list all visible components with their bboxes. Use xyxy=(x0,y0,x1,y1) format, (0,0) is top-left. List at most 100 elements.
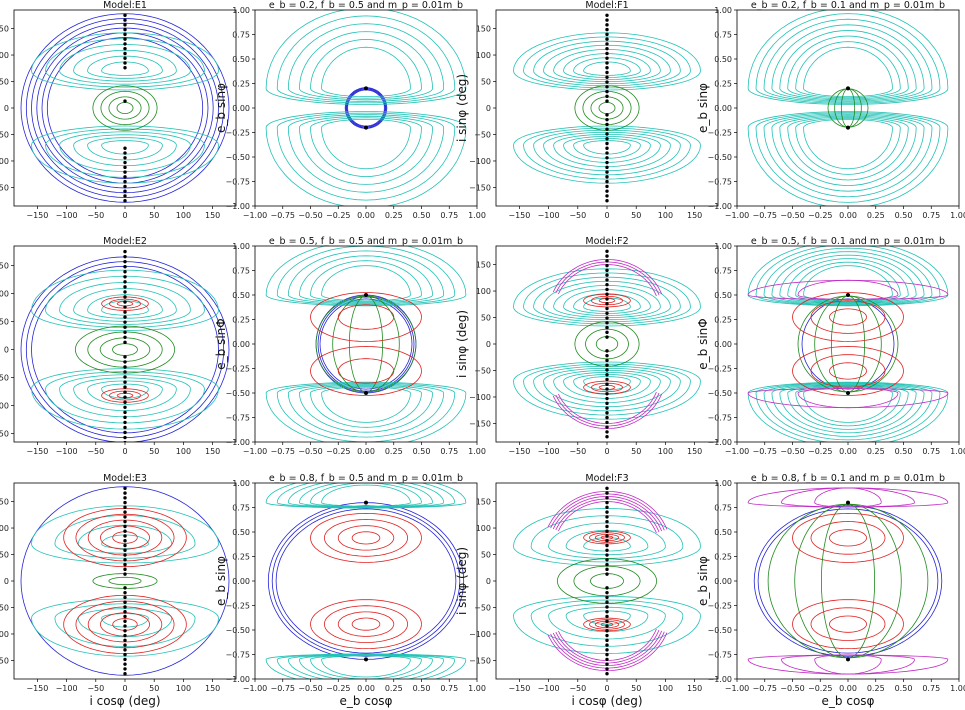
cyan-bottom-5 xyxy=(321,386,411,423)
y-tick-label: −0.25 xyxy=(225,365,250,374)
initial-point xyxy=(123,189,127,193)
panel-E1: −150 −100 −50 0 50 100 150 150 100 50 0 −50 −100 −150… xyxy=(0,0,237,220)
cyan-bottom-2 xyxy=(59,131,191,173)
blue-orbit-1 xyxy=(25,18,225,198)
initial-point xyxy=(605,590,609,595)
initial-point xyxy=(605,430,609,434)
initial-point xyxy=(605,70,609,75)
cyan-bottom-5 xyxy=(101,383,149,399)
initial-point xyxy=(605,401,609,406)
panel-title: Model:F2 xyxy=(585,236,628,247)
initial-point xyxy=(605,113,609,117)
cyan-bottom-1 xyxy=(530,599,684,647)
x-tick-label: 0.75 xyxy=(922,447,940,456)
initial-point xyxy=(605,553,609,557)
y-tick-label: 50 xyxy=(481,314,491,323)
blue-orbit-0 xyxy=(20,486,230,676)
initial-point xyxy=(605,23,609,27)
red-bottom-2 xyxy=(589,619,625,630)
cyan-bottom-6 xyxy=(795,385,901,427)
initial-point xyxy=(605,170,609,174)
y-tick-label: −150 xyxy=(469,656,491,665)
initial-point xyxy=(605,51,609,56)
x-axis-label: i cosφ (deg) xyxy=(571,694,642,708)
panel-title: Model:E2 xyxy=(103,236,147,247)
y-tick-label: −0.50 xyxy=(225,389,250,398)
cyan-bottom-2 xyxy=(763,383,933,441)
initial-point xyxy=(605,529,609,533)
initial-point xyxy=(123,27,127,32)
y-tick-label: −0.25 xyxy=(707,129,732,138)
initial-point xyxy=(123,275,127,279)
y-tick-label: −0.25 xyxy=(225,129,250,138)
y-tick-label: 150 xyxy=(0,498,9,507)
x-tick-label: 50 xyxy=(149,211,159,220)
red-top-1 xyxy=(108,298,141,309)
cyan-bottom-4 xyxy=(310,117,422,178)
initial-point xyxy=(364,293,368,297)
x-tick-label: 0.00 xyxy=(839,684,857,693)
x-tick-label: −100 xyxy=(56,684,78,693)
y-tick-label: 0 xyxy=(486,577,491,586)
x-tick-label: 100 xyxy=(176,447,191,456)
initial-point xyxy=(605,505,609,510)
initial-point xyxy=(123,23,127,27)
panel-E2: −150 −100 −50 0 50 100 150 150 100 50 0 −50 −100 −150… xyxy=(0,236,237,456)
y-tick-label: −150 xyxy=(0,656,9,665)
x-tick-label: 0.50 xyxy=(895,211,913,220)
initial-point xyxy=(123,360,127,364)
initial-point xyxy=(123,365,127,369)
cyan-top-0 xyxy=(265,10,467,105)
y-tick-label: −0.25 xyxy=(707,365,732,374)
y-tick-label: 0 xyxy=(486,340,491,349)
initial-point xyxy=(123,633,127,638)
red-top-2 xyxy=(87,519,163,556)
plot-area xyxy=(513,249,701,439)
cyan-top-4 xyxy=(553,284,661,319)
x-tick-label: 0 xyxy=(604,447,609,456)
cyan-top-2 xyxy=(533,40,681,87)
red-bottom-1 xyxy=(108,390,141,401)
y-tick-label: 150 xyxy=(476,25,491,34)
y-tick-label: −100 xyxy=(469,630,491,639)
initial-point xyxy=(123,259,127,264)
initial-point xyxy=(123,562,127,567)
initial-point xyxy=(605,496,609,500)
initial-point xyxy=(123,335,127,339)
red-top-1 xyxy=(594,534,620,542)
blue-orbit-0 xyxy=(347,89,385,127)
y-tick-label: −0.25 xyxy=(707,602,732,611)
initial-point xyxy=(605,519,609,524)
cyan-top-5 xyxy=(321,265,411,302)
green-orbit-0 xyxy=(840,88,856,128)
initial-point xyxy=(123,415,127,420)
initial-point xyxy=(123,619,127,623)
y-tick-label: 0.75 xyxy=(714,504,732,513)
x-tick-label: 0.75 xyxy=(440,211,458,220)
red-bottom-1 xyxy=(594,620,620,628)
panel-title: e_b = 0.8, f_b = 0.5 and m_p = 0.01m_b xyxy=(269,473,463,484)
x-tick-label: 0.25 xyxy=(867,447,885,456)
x-tick-label: 0.25 xyxy=(385,447,403,456)
initial-point xyxy=(123,170,127,174)
initial-point xyxy=(846,293,850,297)
initial-point xyxy=(605,42,609,46)
initial-point xyxy=(123,270,127,274)
x-tick-label: 0.25 xyxy=(385,684,403,693)
initial-point xyxy=(846,657,850,662)
cyan-top-2 xyxy=(59,43,191,85)
x-tick-label: 0.50 xyxy=(895,684,913,693)
red-bottom-0 xyxy=(112,618,138,631)
initial-point xyxy=(605,194,609,198)
initial-point xyxy=(123,390,127,394)
blue-orbit-0 xyxy=(319,298,413,390)
initial-point xyxy=(123,519,127,524)
initial-point xyxy=(605,358,609,363)
cyan-top-3 xyxy=(543,280,671,321)
green-orbit-0 xyxy=(831,295,865,393)
cyan-bottom-4 xyxy=(553,133,661,168)
panel-F2e: −1.00−0.75−0.50−0.250.000.250.500.751.00… xyxy=(696,236,965,456)
red-bottom-2 xyxy=(101,388,149,403)
initial-point xyxy=(123,370,127,374)
cyan-bottom-7 xyxy=(583,376,631,391)
